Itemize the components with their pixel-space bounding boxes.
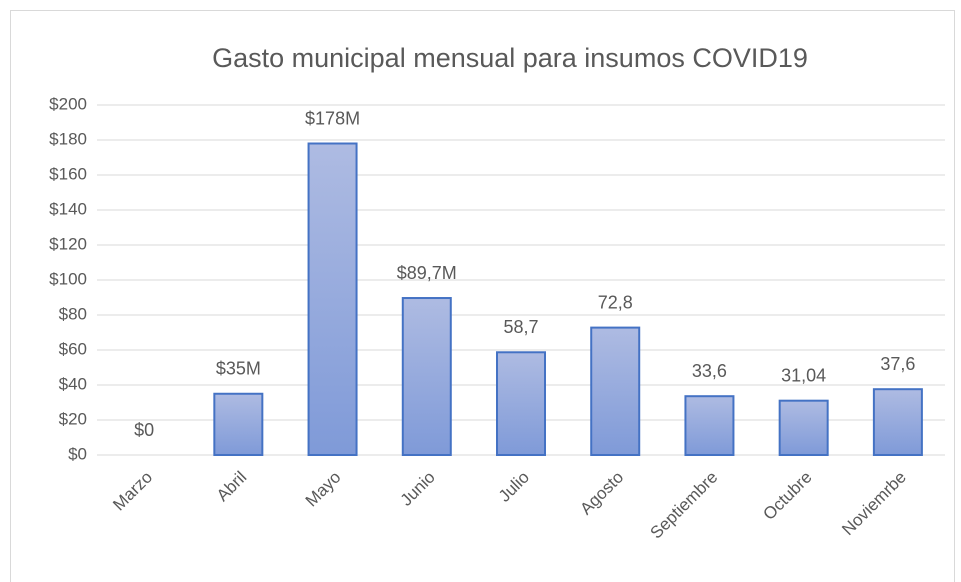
- y-tick-label: $20: [59, 409, 87, 428]
- y-tick-label: $80: [59, 304, 87, 323]
- y-tick-label: $60: [59, 339, 87, 358]
- bar: [307, 142, 358, 456]
- y-tick-label: $0: [68, 444, 87, 463]
- y-tick-label: $120: [49, 234, 87, 253]
- data-label: 31,04: [781, 365, 826, 385]
- data-label: 37,6: [880, 354, 915, 374]
- bar: [684, 395, 735, 457]
- y-tick-label: $140: [49, 199, 87, 218]
- bar: [496, 351, 546, 456]
- data-label: $0: [134, 420, 154, 440]
- data-label: $178M: [305, 108, 360, 128]
- data-label: 72,8: [598, 292, 633, 312]
- data-label: 33,6: [692, 361, 727, 381]
- bar: [213, 392, 264, 456]
- data-label: 58,7: [503, 317, 538, 337]
- chart-title: Gasto municipal mensual para insumos COV…: [212, 43, 808, 73]
- bar: [778, 399, 829, 456]
- y-tick-label: $160: [49, 164, 87, 183]
- chart-frame: [10, 10, 955, 582]
- y-tick-label: $100: [49, 269, 87, 288]
- bar: [590, 326, 641, 457]
- data-label: $35M: [216, 359, 261, 379]
- y-tick-label: $180: [49, 129, 87, 148]
- y-tick-label: $40: [59, 374, 87, 393]
- y-tick-label: $200: [49, 94, 87, 113]
- bar: [401, 297, 452, 456]
- data-label: $89,7M: [397, 263, 457, 283]
- bar: [872, 388, 923, 457]
